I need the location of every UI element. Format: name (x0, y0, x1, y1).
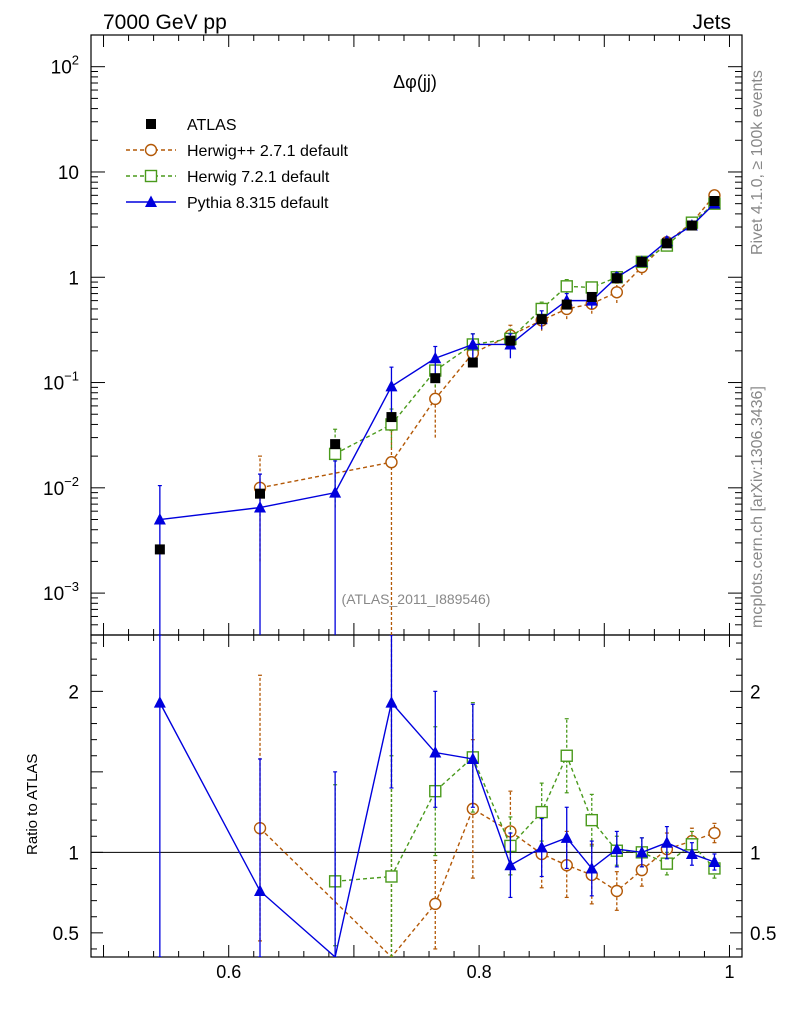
legend-label-atlas: ATLAS (187, 117, 237, 134)
y-tick-label: 1 (68, 268, 79, 289)
data-series (153, 189, 721, 957)
y-tick-base: 10 (51, 58, 72, 79)
pythia-8-315-default-ratio-point (535, 841, 548, 853)
herwig-2-7-1-default-ratio-point (429, 897, 442, 911)
rivet-version-label: Rivet 4.1.0, ≥ 100k events (749, 70, 766, 255)
y-tick-base: 10 (43, 584, 64, 605)
atlas-data-point (330, 439, 341, 450)
y-tick-exponent: −3 (64, 579, 79, 594)
x-tick-label: 0.8 (467, 962, 492, 982)
ratio-axis-label: Ratio to ATLAS (24, 754, 41, 855)
pythia-8-315-default-ratio-point (685, 847, 698, 859)
ratio-y-tick-label: 0.5 (53, 924, 79, 945)
ratio-panel-series (153, 635, 721, 957)
y-tick-label: 102 (51, 53, 79, 79)
herwig-2-7-1-default-point (610, 286, 624, 299)
atlas-data-point (611, 273, 622, 284)
herwig-2-7-1-default-ratio-point (610, 884, 624, 898)
top-panel-series (153, 189, 721, 635)
y-tick-exponent: 2 (72, 53, 79, 68)
y-tick-label: 10 (58, 163, 79, 184)
pythia-8-315-default-point (329, 486, 342, 498)
pythia-8-315-default-ratio-point (660, 836, 673, 848)
y-tick-exponent: −2 (64, 474, 79, 489)
herwig-7-2-1-default-ratio-point (385, 870, 398, 883)
pythia-8-315-default-point (153, 513, 166, 525)
legend-marker-pythia-8-315-default (145, 195, 157, 207)
legend-label-pythia: Pythia 8.315 default (187, 195, 329, 212)
header-right: Jets (692, 11, 731, 34)
atlas-data-point (386, 412, 397, 423)
herwig-2-7-1-default-point (429, 392, 442, 406)
herwig-7-2-1-default-ratio-point (535, 805, 548, 819)
y-tick-base: 10 (43, 479, 64, 500)
legend-marker-herwig-2-7-1-default (144, 143, 158, 157)
y-tick-base: 10 (58, 163, 79, 184)
pythia-8-315-default-point (429, 351, 442, 364)
herwig-2-7-1-default-line (259, 194, 715, 489)
pythia-8-315-default-ratio-point (385, 696, 398, 708)
ratio-y-tick-label-right: 0.5 (750, 924, 776, 945)
pythia-8-315-default-point (254, 501, 267, 513)
legend-label-herwigpp: Herwig++ 2.7.1 default (187, 143, 349, 160)
header-left: 7000 GeV pp (103, 11, 227, 34)
legend: ATLAS Herwig++ 2.7.1 default Herwig 7.2.… (126, 117, 349, 212)
atlas-data-point (586, 291, 597, 302)
pythia-8-315-default-ratio-line (159, 701, 715, 957)
herwig-7-2-1-default-ratio-point (560, 749, 573, 762)
analysis-label: (ATLAS_2011_I889546) (342, 591, 491, 607)
y-tick-label: 10−1 (43, 369, 79, 395)
atlas-data-point (536, 314, 547, 325)
pythia-8-315-default-ratio-point (429, 746, 442, 758)
herwig-7-2-1-default-point (585, 281, 598, 294)
plot-title: Δφ(jj) (393, 72, 437, 92)
y-tick-base: 10 (43, 374, 64, 395)
atlas-data-point (154, 544, 165, 555)
pythia-8-315-default-point (466, 337, 479, 350)
mcplots-label: mcplots.cern.ch [arXiv:1306.3436] (749, 386, 766, 628)
legend-label-herwig7: Herwig 7.2.1 default (187, 169, 330, 186)
ratio-y-tick-label: 1 (68, 843, 79, 864)
x-tick-label: 0.6 (216, 962, 241, 982)
pythia-8-315-default-ratio-point (153, 696, 166, 708)
atlas-data-point (467, 357, 478, 368)
atlas-data-point (430, 373, 441, 384)
herwig-7-2-1-default-point (560, 280, 573, 293)
legend-marker-atlas (146, 119, 156, 129)
atlas-data-point (686, 220, 697, 231)
y-tick-label: 10−2 (43, 474, 79, 500)
legend-marker-herwig-7-2-1-default (144, 169, 158, 183)
atlas-data-point (561, 299, 572, 310)
pythia-8-315-default-ratio-point (560, 831, 573, 843)
x-tick-label: 1 (724, 962, 734, 982)
ratio-panel-frame (90, 634, 743, 958)
pythia-8-315-default-ratio-point (466, 752, 479, 764)
herwig-7-2-1-default-point (328, 447, 342, 461)
herwig-2-7-1-default-ratio-point (708, 826, 721, 840)
ratio-y-tick-label-right: 1 (750, 843, 761, 864)
y-tick-label: 10−3 (43, 579, 79, 605)
herwig-7-2-1-default-ratio-point (585, 813, 598, 827)
pythia-8-315-default-point (385, 379, 398, 392)
atlas-data-point (636, 256, 647, 267)
pythia-8-315-default-ratio-point (635, 845, 648, 858)
pythia-8-315-default-ratio-point (585, 861, 598, 874)
pythia-8-315-default-ratio-point (254, 884, 267, 896)
y-tick-exponent: −1 (64, 369, 79, 384)
atlas-data-point (661, 238, 672, 249)
pythia-8-315-default-ratio-point (504, 858, 517, 871)
pythia-8-315-default-ratio-point (708, 855, 721, 868)
atlas-data-point (255, 488, 266, 499)
y-tick-base: 1 (68, 268, 79, 289)
ratio-y-tick-label: 2 (68, 682, 79, 703)
herwig-2-7-1-default-ratio-line (259, 807, 715, 957)
pythia-8-315-default-ratio-point (610, 842, 623, 855)
atlas-data-point (505, 335, 516, 346)
atlas-data-point (709, 196, 720, 207)
ratio-y-tick-label-right: 2 (750, 682, 761, 703)
herwig-2-7-1-default-point (385, 456, 398, 469)
herwig-7-2-1-default-ratio-point (660, 857, 674, 870)
